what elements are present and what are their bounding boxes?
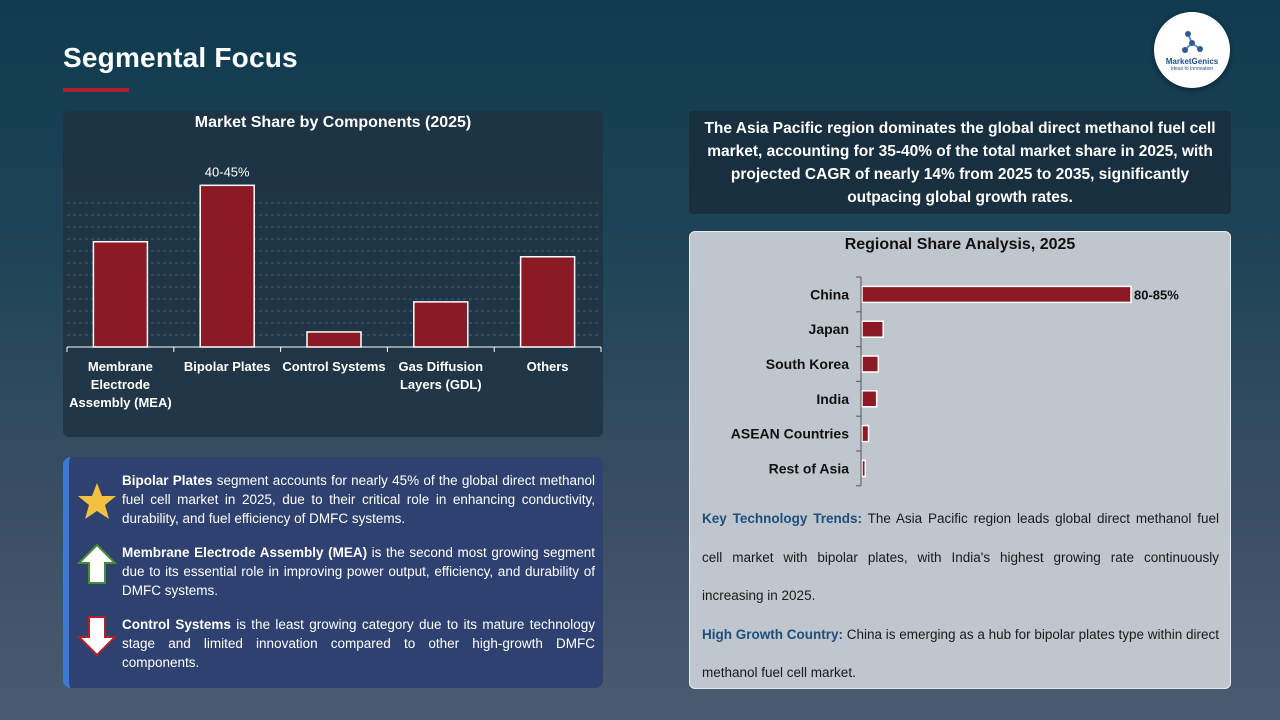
trends-label: Key Technology Trends: bbox=[702, 511, 862, 526]
logo-name: MarketGenics bbox=[1165, 56, 1219, 66]
company-logo: MarketGenics Ideas to Innovation bbox=[1154, 12, 1230, 88]
bar bbox=[413, 301, 469, 348]
growth-label: High Growth Country: bbox=[702, 626, 843, 642]
insights-panel: Bipolar Plates segment accounts for near… bbox=[63, 457, 603, 688]
category-label: Gas Diffusion bbox=[399, 359, 484, 374]
logo-tagline: Ideas to Innovation bbox=[1170, 65, 1214, 72]
bar bbox=[861, 285, 1132, 304]
category-label: Japan bbox=[809, 321, 849, 337]
bar bbox=[861, 459, 867, 478]
bar bbox=[92, 240, 149, 348]
headline-text: The Asia Pacific region dominates the gl… bbox=[704, 119, 1216, 206]
growth-note: High Growth Country: China is emerging a… bbox=[702, 616, 1219, 693]
data-label: 40-45% bbox=[205, 164, 250, 179]
growth-text: China is emerging as a hub for bipolar p… bbox=[702, 626, 1220, 681]
bar bbox=[306, 331, 362, 348]
regional-chart-panel: Regional Share Analysis, 2025 China 80-85… bbox=[689, 231, 1231, 689]
bar bbox=[519, 256, 576, 348]
category-label: South Korea bbox=[766, 356, 849, 372]
category-label: China bbox=[810, 286, 849, 302]
category-label: Electrode bbox=[91, 377, 150, 392]
component-bar-chart: Membrane Electrode Assembly (MEA) 40-45% Bip… bbox=[66, 164, 602, 410]
network-nodes-icon bbox=[1182, 30, 1203, 53]
component-chart-panel: Market Share by Components (2025) Membra… bbox=[63, 111, 603, 437]
regional-bar-chart: China 80-85% Japan South Korea India ASEAN Co… bbox=[731, 276, 1179, 487]
insight-text: Control Systems is the least growing cat… bbox=[122, 617, 595, 670]
component-chart-title: Market Share by Components (2025) bbox=[194, 114, 472, 131]
category-label: ASEAN Countries bbox=[731, 426, 849, 442]
star-icon bbox=[78, 483, 116, 519]
category-label: India bbox=[816, 391, 849, 407]
category-label: Bipolar Plates bbox=[184, 359, 271, 374]
category-label: Control Systems bbox=[282, 359, 385, 374]
category-label: Membrane bbox=[88, 359, 153, 374]
bar bbox=[861, 390, 878, 408]
category-label: Others bbox=[527, 359, 569, 374]
bar bbox=[861, 320, 884, 338]
page-title: Segmental Focus bbox=[63, 42, 298, 73]
title-underline bbox=[63, 88, 129, 92]
category-label: Rest of Asia bbox=[769, 460, 850, 476]
headline-box: The Asia Pacific region dominates the gl… bbox=[689, 111, 1231, 214]
insight-text: Bipolar Plates segment accounts for near… bbox=[122, 473, 595, 526]
regional-chart-title: Regional Share Analysis, 2025 bbox=[844, 236, 1076, 253]
arrow-down-icon bbox=[77, 616, 117, 657]
category-label: Assembly (MEA) bbox=[69, 395, 172, 410]
insight-text: Membrane Electrode Assembly (MEA) is the… bbox=[122, 545, 595, 598]
regional-notes: Key Technology Trends: The Asia Pacific … bbox=[702, 500, 1219, 693]
arrow-up-icon bbox=[77, 543, 117, 584]
bar bbox=[199, 184, 255, 348]
category-label: Layers (GDL) bbox=[400, 377, 482, 392]
trends-text: The Asia Pacific region leads global dir… bbox=[702, 511, 1219, 603]
data-label: 80-85% bbox=[1134, 287, 1179, 302]
trends-note: Key Technology Trends: The Asia Pacific … bbox=[702, 500, 1219, 616]
bar bbox=[861, 355, 880, 373]
bar bbox=[861, 424, 870, 443]
